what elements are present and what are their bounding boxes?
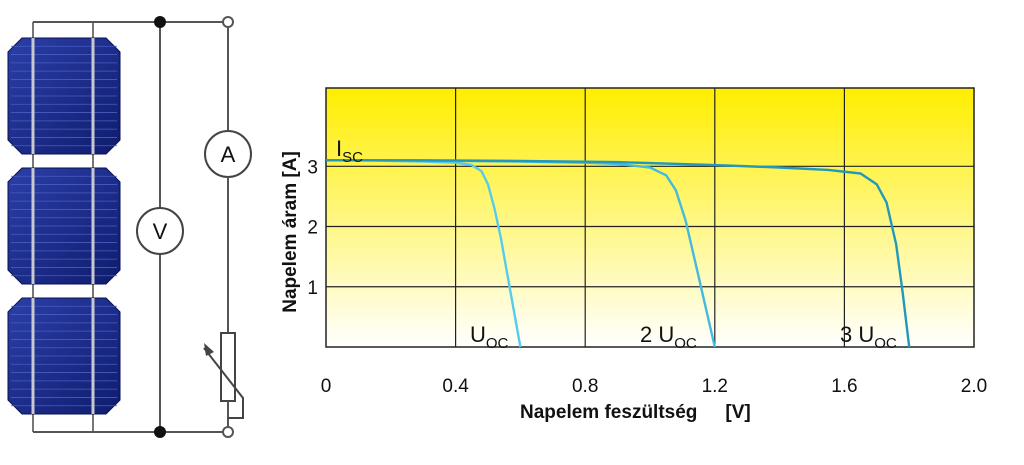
terminal-top <box>222 16 234 28</box>
x-tick-label: 1.2 <box>702 376 728 397</box>
uoc-label-3: 3 UOC <box>840 322 897 352</box>
junction-dot-top <box>154 16 166 28</box>
x-tick-label: 0 <box>321 376 332 397</box>
terminal-bottom <box>222 426 234 438</box>
y-tick-label: 3 <box>307 157 318 178</box>
variable-resistor-arrowhead <box>204 343 214 356</box>
uoc-label-2: 2 UOC <box>640 322 697 352</box>
solar-cell-stack <box>7 37 121 415</box>
y-tick-labels: 1 2 3 <box>307 157 318 298</box>
x-tick-labels: 0 0.4 0.8 1.2 1.6 2.0 <box>321 376 988 397</box>
iv-curve-chart: 0 0.4 0.8 1.2 1.6 2.0 1 2 3 UOC 2 UOC 3 UOC ISC N… <box>280 87 988 423</box>
y-tick-label: 1 <box>307 278 318 299</box>
solar-circuit-diagram: V A <box>7 16 252 438</box>
variable-resistor-arrow <box>203 347 244 419</box>
uoc-label-1: UOC <box>470 322 509 352</box>
y-tick-label: 2 <box>307 218 318 239</box>
iv-curve-series-3 <box>326 159 911 348</box>
voltmeter-circle <box>136 207 184 255</box>
voltmeter-label: V <box>153 219 168 244</box>
variable-resistor <box>220 332 236 402</box>
x-tick-label: 0.8 <box>572 376 598 397</box>
x-tick-label: 2.0 <box>961 376 987 397</box>
junction-dot-bottom <box>154 426 166 438</box>
plot-area <box>325 87 975 348</box>
iv-curves <box>326 159 911 348</box>
ammeter-label: A <box>221 142 236 167</box>
isc-label: ISC <box>336 136 363 166</box>
y-axis-title: Napelem áram [A] <box>280 151 301 313</box>
x-axis-title: Napelem feszültség [V] <box>520 402 751 423</box>
curve-labels: UOC 2 UOC 3 UOC <box>470 322 897 352</box>
x-tick-label: 0.4 <box>442 376 469 397</box>
x-tick-label: 1.6 <box>831 376 857 397</box>
grid-lines <box>326 88 974 347</box>
